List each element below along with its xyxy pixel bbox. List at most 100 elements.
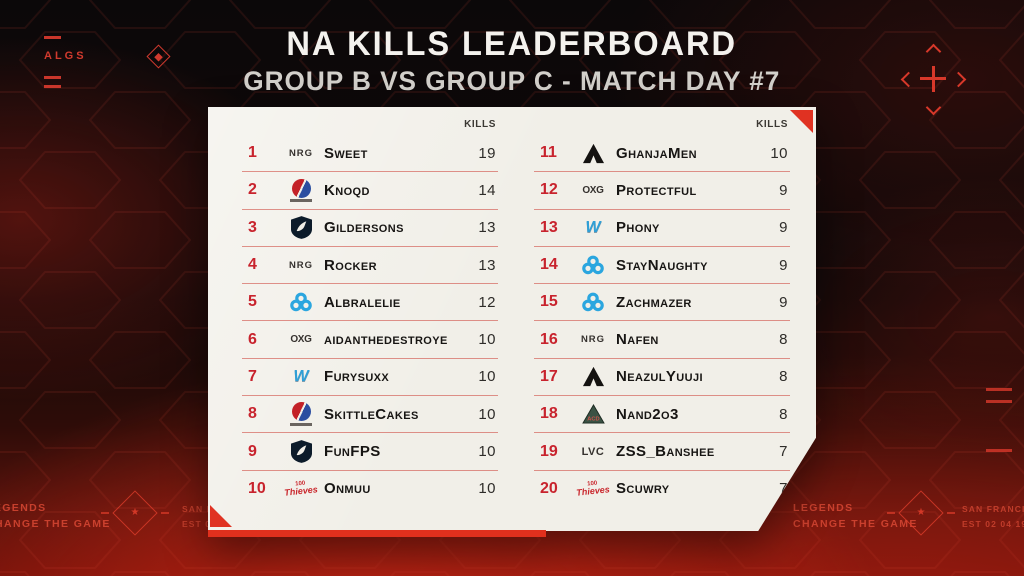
rank: 12 xyxy=(540,181,558,199)
kills-value: 10 xyxy=(478,368,496,386)
rank: 17 xyxy=(540,367,558,385)
kills-value: 10 xyxy=(770,144,788,162)
svg-text:ACD: ACD xyxy=(587,417,599,423)
rank: 5 xyxy=(248,293,257,311)
player-name: NeazulYuuji xyxy=(616,368,703,386)
kills-value: 7 xyxy=(779,480,788,498)
card-corner-triangle xyxy=(210,505,232,527)
player-name: GhanjaMen xyxy=(616,144,697,162)
page-title: NA KILLS LEADERBOARD xyxy=(286,25,738,63)
algs-branding: ALGS xyxy=(44,36,87,94)
oxg-logo-icon: OXG xyxy=(290,334,312,346)
acd-logo-icon: ACD xyxy=(570,404,616,424)
player-name: Nafen xyxy=(616,331,659,349)
rank: 14 xyxy=(540,256,558,274)
kills-value: 10 xyxy=(478,331,496,349)
tagline-line: CHANGE THE GAME xyxy=(0,518,111,531)
leaderboard-column-right: KILLS 11 GhanjaMen 10 12 OXG Protectful … xyxy=(534,115,790,507)
apex-logo-icon xyxy=(570,366,616,387)
player-name: Phony xyxy=(616,219,660,237)
decor-line xyxy=(44,36,61,39)
decor-line xyxy=(44,85,61,88)
kills-value: 9 xyxy=(779,181,788,199)
leaderboard-card: KILLS 1 NRG Sweet 19 2 Knoqd 14 3 Gilder… xyxy=(208,107,816,537)
lvc-logo-icon: LVC xyxy=(581,445,605,458)
player-name: Rocker xyxy=(324,256,377,274)
player-name: StayNaughty xyxy=(616,256,708,274)
kills-value: 12 xyxy=(478,293,496,311)
esports-arena-logo-icon xyxy=(278,178,324,203)
header: NA KILLS LEADERBOARD GROUP B VS GROUP C … xyxy=(0,25,1024,97)
leaderboard-row: 1 NRG Sweet 19 xyxy=(242,135,498,173)
w-logo-icon: W xyxy=(585,218,601,236)
leaderboard-column-left: KILLS 1 NRG Sweet 19 2 Knoqd 14 3 Gilder… xyxy=(242,115,498,507)
diamond-star-icon: ★ xyxy=(887,490,955,536)
rank: 11 xyxy=(540,144,557,162)
player-name: Knoqd xyxy=(324,181,370,199)
city-block-bottom-right: SAN FRANCISCO EST 02 04 19 xyxy=(962,502,1024,533)
player-name: Furysuxx xyxy=(324,368,390,386)
rank: 7 xyxy=(248,367,257,385)
kills-column-header: KILLS xyxy=(756,119,788,130)
kills-value: 9 xyxy=(779,256,788,274)
rank: 16 xyxy=(540,330,558,348)
leaderboard-row: 15 Zachmazer 9 xyxy=(534,284,790,322)
leaderboard-row: 3 Gildersons 13 xyxy=(242,210,498,247)
leaderboard-row: 16 NRG Nafen 8 xyxy=(534,321,790,359)
player-name: Nand2o3 xyxy=(616,405,679,423)
rank: 13 xyxy=(540,218,558,236)
kills-value: 10 xyxy=(478,480,496,498)
card-underline-bar xyxy=(208,530,546,537)
rank: 2 xyxy=(248,181,257,199)
100t-logo-icon: 100 Thieves xyxy=(284,480,319,499)
kills-value: 10 xyxy=(478,405,496,423)
rank: 4 xyxy=(248,256,257,274)
player-name: Albralelie xyxy=(324,293,401,311)
rank: 9 xyxy=(248,442,257,460)
rank: 18 xyxy=(540,405,558,423)
cloud9-logo-icon xyxy=(570,255,616,275)
kills-value: 7 xyxy=(779,443,788,461)
crosshair-icon xyxy=(900,43,967,116)
player-name: Scuwry xyxy=(616,480,670,498)
est-label: EST 02 04 19 xyxy=(962,519,1024,530)
player-name: ZSS_Banshee xyxy=(616,443,715,461)
cloud9-logo-icon xyxy=(278,292,324,312)
nrg-logo-icon: NRG xyxy=(580,334,606,346)
leaderboard-row: 20 100 Thieves Scuwry 7 xyxy=(534,471,790,507)
leaderboard-row: 9 FunFPS 10 xyxy=(242,433,498,471)
rank: 15 xyxy=(540,293,558,311)
team-liquid-logo-icon xyxy=(278,216,324,240)
tagline-line: CHANGE THE GAME xyxy=(793,518,918,531)
100t-logo-icon: 100 Thieves xyxy=(576,480,611,499)
player-name: Protectful xyxy=(616,181,697,199)
player-name: SkittleCakes xyxy=(324,405,419,423)
city-label: SAN FRANCISCO xyxy=(962,504,1024,514)
kills-column-header: KILLS xyxy=(464,119,496,130)
player-name: Onmuu xyxy=(324,480,371,498)
tagline-line: LEGENDS xyxy=(0,502,47,514)
tagline-bottom-left: LEGENDS CHANGE THE GAME xyxy=(0,500,111,533)
leaderboard-row: 11 GhanjaMen 10 xyxy=(534,135,790,173)
kills-value: 13 xyxy=(478,219,496,237)
rank: 6 xyxy=(248,330,257,348)
leaderboard-row: 13 W Phony 9 xyxy=(534,210,790,247)
kills-value: 9 xyxy=(779,219,788,237)
tagline-line: LEGENDS xyxy=(793,502,854,514)
rank: 3 xyxy=(248,218,257,236)
kills-value: 8 xyxy=(779,331,788,349)
w-logo-icon: W xyxy=(293,367,309,385)
card-fold-triangle xyxy=(790,110,813,133)
kills-value: 19 xyxy=(478,144,496,162)
chevron-down-icon xyxy=(925,99,942,116)
leaderboard-row: 17 NeazulYuuji 8 xyxy=(534,359,790,397)
kills-value: 14 xyxy=(478,181,496,199)
player-name: Sweet xyxy=(324,144,368,162)
leaderboard-row: 18 ACD Nand2o3 8 xyxy=(534,396,790,434)
rank: 1 xyxy=(248,144,257,162)
apex-logo-icon xyxy=(570,143,616,164)
leaderboard-row: 6 OXG aidanthedestroye 10 xyxy=(242,321,498,359)
rank: 8 xyxy=(248,405,257,423)
esports-arena-logo-icon xyxy=(278,402,324,426)
